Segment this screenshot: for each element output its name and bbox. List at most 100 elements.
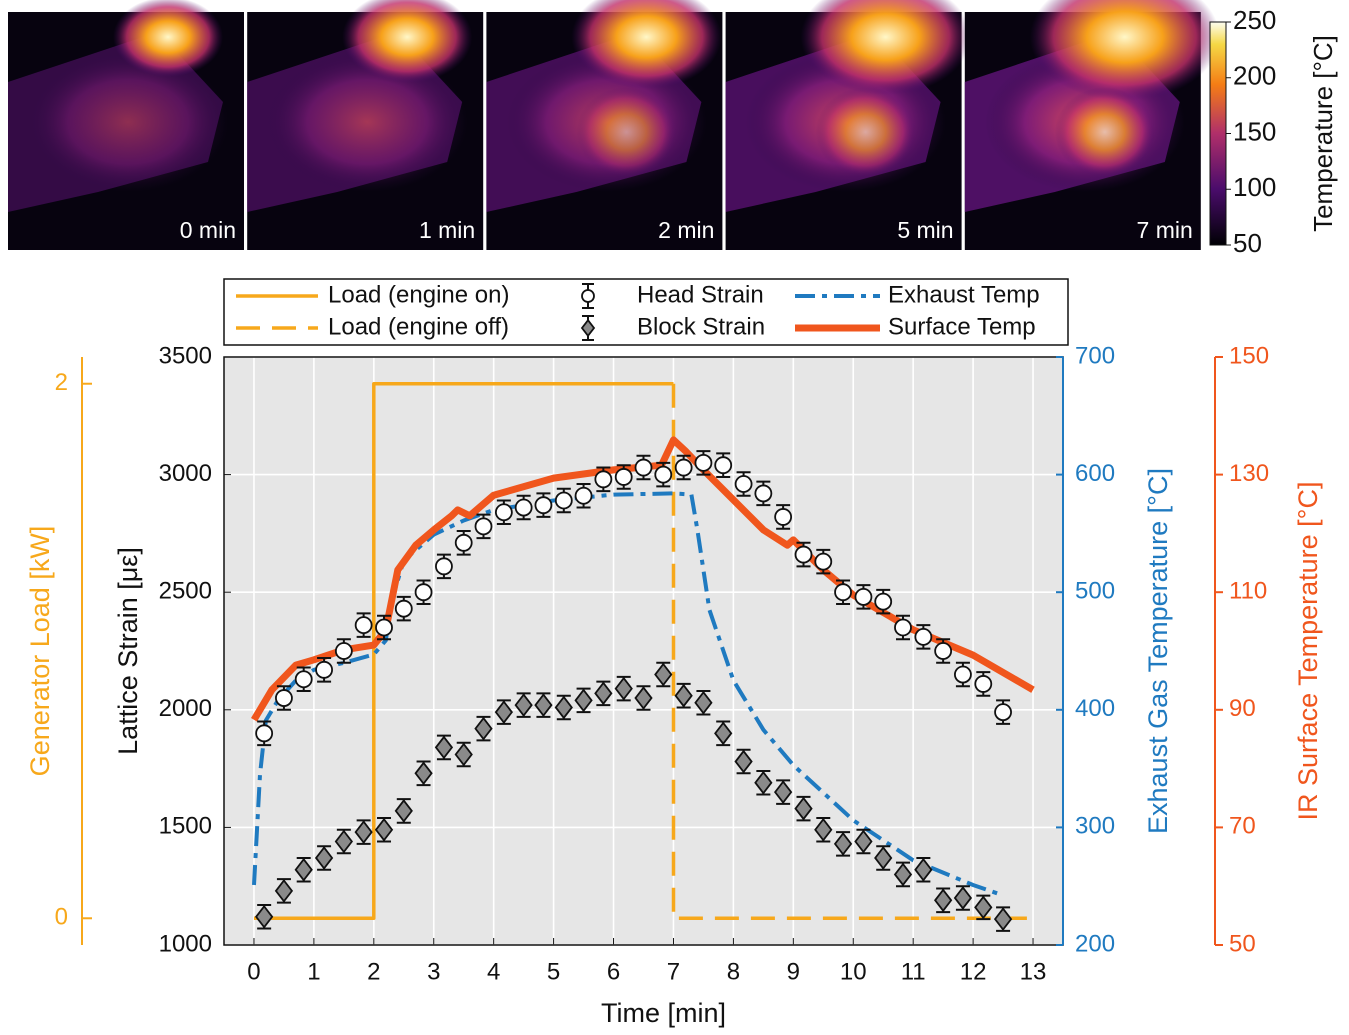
- block-strain-marker: [754, 770, 773, 795]
- head-strain-marker: [594, 470, 613, 489]
- head-strain-marker: [474, 517, 493, 536]
- y-tick-label: 3000: [159, 460, 212, 487]
- y4-axis-title: Generator Load [kW]: [25, 526, 55, 777]
- x-tick-label: 8: [727, 958, 740, 985]
- head-strain-marker: [834, 583, 852, 602]
- marker-layer: [255, 450, 1013, 932]
- legend-box: [223, 278, 1069, 346]
- thermal-panel: 7 min: [964, 0, 1220, 250]
- head-strain-marker: [734, 475, 753, 493]
- head-strain-marker: [534, 496, 553, 515]
- block-strain-marker: [294, 857, 313, 882]
- colorbar-tick-label: 50: [1233, 228, 1262, 258]
- block-strain-marker: [694, 690, 713, 715]
- block-strain-marker: [833, 831, 853, 856]
- head-strain-marker: [554, 491, 573, 510]
- y2-tick-label: 300: [1075, 813, 1115, 840]
- head-strain-marker: [315, 660, 333, 679]
- head-strain-marker: [774, 508, 793, 526]
- block-strain-marker: [574, 688, 593, 713]
- block-strain-marker: [914, 857, 933, 882]
- head-strain-marker: [414, 583, 433, 602]
- block-strain-marker: [674, 683, 693, 708]
- y2-tick-label: 500: [1075, 578, 1115, 605]
- colorbar-label: Temperature [°C]: [1308, 35, 1338, 232]
- block-strain-marker: [614, 676, 633, 701]
- y2-tick-label: 200: [1075, 930, 1115, 957]
- legend-label: Block Strain: [637, 313, 765, 340]
- y3-tick-label: 130: [1229, 460, 1269, 487]
- head-strain-marker: [494, 503, 513, 522]
- head-strain-marker: [694, 453, 713, 472]
- block-strain-marker: [773, 780, 793, 804]
- block-strain-marker: [594, 681, 613, 706]
- legend-label: Exhaust Temp: [888, 281, 1040, 308]
- x-tick-label: 11: [901, 958, 926, 985]
- head-strain-marker: [914, 627, 933, 646]
- panel-label: 0 min: [180, 217, 236, 243]
- block-strain-marker: [414, 761, 433, 786]
- head-strain-marker: [581, 289, 595, 303]
- head-strain-marker: [514, 498, 533, 517]
- block-strain-marker: [814, 817, 833, 842]
- x-tick-label: 12: [960, 958, 987, 985]
- head-strain-marker: [794, 545, 813, 564]
- head-strain-marker: [854, 588, 873, 606]
- head-strain-marker: [674, 458, 693, 477]
- block-strain-marker: [554, 695, 573, 720]
- y3-tick-label: 90: [1229, 695, 1256, 722]
- legend: Load (engine on) Load (engine off) Head St…: [223, 278, 1069, 346]
- y4-tick-label: 0: [55, 904, 68, 931]
- block-strain-marker: [534, 693, 553, 717]
- block-strain-marker: [634, 686, 653, 710]
- block-strain-marker: [334, 829, 353, 854]
- thermal-panel: 0 min: [8, 0, 244, 250]
- legend-label: Load (engine off): [328, 313, 509, 340]
- head-strain-marker: [294, 670, 313, 689]
- thermal-panel: 5 min: [725, 0, 971, 250]
- block-strain-marker: [934, 888, 953, 913]
- block-strain-marker: [714, 721, 733, 746]
- series-line: [671, 383, 1033, 921]
- block-strain-marker: [734, 749, 753, 774]
- x-tick-label: 7: [667, 958, 680, 985]
- engine-warm: [267, 52, 468, 192]
- block-strain-marker: [314, 846, 334, 870]
- block-strain-marker: [274, 879, 294, 903]
- x-tick-label: 9: [787, 958, 800, 985]
- head-strain-marker: [754, 484, 773, 503]
- head-strain-marker: [894, 618, 912, 637]
- head-strain-marker: [375, 618, 393, 637]
- engine-fins: [815, 87, 916, 177]
- y-tick-label: 1000: [159, 930, 212, 957]
- y2-tick-label: 400: [1075, 695, 1115, 722]
- engine-hot: [800, 0, 971, 95]
- block-strain-marker: [953, 886, 973, 910]
- y3-tick-label: 70: [1229, 813, 1256, 840]
- block-strain-marker: [794, 796, 813, 821]
- block-strain-marker: [434, 735, 454, 760]
- engine-hot: [571, 0, 722, 89]
- block-strain-marker: [394, 799, 413, 823]
- head-strain-marker: [654, 465, 673, 484]
- head-strain-marker: [255, 724, 274, 743]
- block-strain-marker: [474, 716, 493, 741]
- engine-hot: [1029, 0, 1220, 101]
- engine-warm: [28, 52, 228, 192]
- block-strain-marker: [854, 829, 873, 854]
- x-tick-label: 3: [427, 958, 440, 985]
- y4-tick-label: 2: [55, 369, 68, 396]
- block-strain-marker: [514, 693, 533, 717]
- x-tick-label: 6: [607, 958, 620, 985]
- x-tick-label: 1: [307, 958, 320, 985]
- block-strain-marker: [454, 742, 473, 767]
- thermal-images: 0 min 1 min 2 min 5 min 7 min 50 100 150 200 250 T…: [8, 0, 1338, 258]
- block-strain-marker: [654, 662, 673, 687]
- head-strain-marker: [614, 468, 633, 486]
- head-strain-marker: [634, 458, 653, 477]
- y2-tick-label: 600: [1075, 460, 1115, 487]
- head-strain-marker: [394, 599, 413, 618]
- colorbar-tick-label: 100: [1233, 172, 1276, 202]
- legend-label: Head Strain: [637, 281, 764, 308]
